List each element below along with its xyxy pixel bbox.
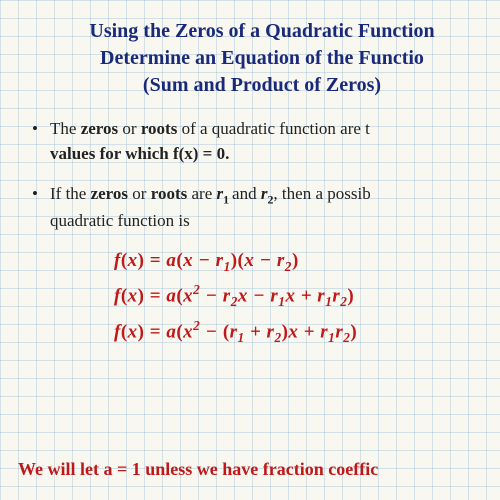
text: or (128, 184, 151, 203)
formula-2: f(x) = a(x2 − r2x − r1x + r1r2) (114, 282, 500, 310)
slide-title: Using the Zeros of a Quadratic Function … (24, 18, 500, 99)
highlight-letter: Z (175, 18, 188, 45)
text: quadratic function is (50, 211, 190, 230)
slide-container: Using the Zeros of a Quadratic Function … (0, 0, 500, 500)
formula-1: f(x) = a(x − r1)(x − r2) (114, 250, 500, 275)
bullet-dot: • (32, 117, 50, 166)
bullet-1: • The zeros or roots of a quadratic func… (32, 117, 500, 166)
title-text: Using the (89, 20, 175, 42)
title-line-1: Using the Zeros of a Quadratic Function (24, 18, 500, 45)
bold-text: roots (141, 119, 178, 138)
title-text: eros of a Quadratic Function (188, 20, 434, 42)
bold-text: roots (151, 184, 188, 203)
sub: 1 (223, 193, 232, 207)
text: and (232, 184, 261, 203)
title-line-2: Determine an Equation of the Functio (24, 45, 500, 72)
bullet-2-text: If the zeros or roots are r1 and r2, the… (50, 182, 500, 233)
text: are (187, 184, 216, 203)
bullet-1-text: The zeros or roots of a quadratic functi… (50, 117, 500, 166)
bold-text: zeros (91, 184, 128, 203)
text: , then a possib (273, 184, 370, 203)
bold-text: zeros (81, 119, 118, 138)
text: or (118, 119, 141, 138)
title-line-3: (Sum and Product of Zeros) (24, 72, 500, 99)
footer-note: We will let a = 1 unless we have fractio… (18, 459, 500, 480)
bold-text: values for which f(x) = 0. (50, 144, 229, 163)
text: The (50, 119, 81, 138)
bullet-dot: • (32, 182, 50, 233)
formula-3: f(x) = a(x2 − (r1 + r2)x + r1r2) (114, 318, 500, 346)
text: If the (50, 184, 91, 203)
text: of a quadratic function are t (177, 119, 370, 138)
bullet-2: • If the zeros or roots are r1 and r2, t… (32, 182, 500, 233)
